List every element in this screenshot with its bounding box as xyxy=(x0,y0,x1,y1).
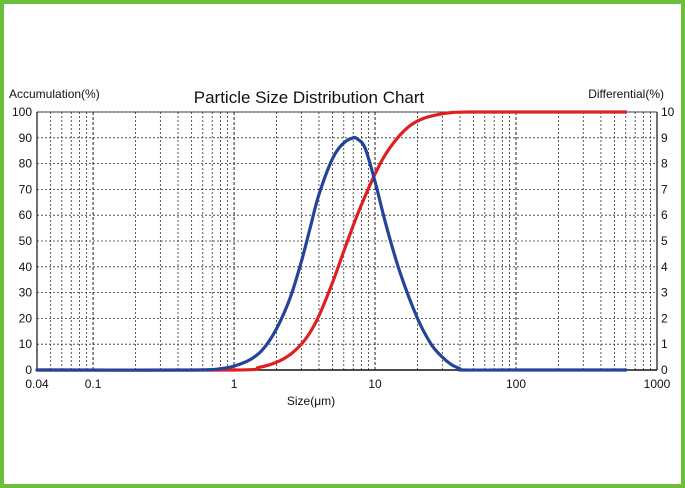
x-tick-labels: 0.04 0.1 1 10 100 1000 xyxy=(25,377,670,391)
y-right-axis-title: Differential(%) xyxy=(588,87,664,101)
series-lines xyxy=(35,110,628,372)
y-right-tick-label: 4 xyxy=(661,260,668,274)
y-right-tick-label: 9 xyxy=(661,131,668,145)
y-left-tick-label: 20 xyxy=(19,311,33,325)
y-right-tick-label: 3 xyxy=(661,286,668,300)
y-right-tick-label: 5 xyxy=(661,234,668,248)
y-right-tick-label: 2 xyxy=(661,311,668,325)
y-right-tick-label: 7 xyxy=(661,182,668,196)
x-tick-label: 0.04 xyxy=(25,377,49,391)
x-tick-label: 100 xyxy=(506,377,526,391)
series-line-accumulation xyxy=(35,110,628,372)
chart-title: Particle Size Distribution Chart xyxy=(194,88,425,107)
x-tick-label: 1000 xyxy=(644,377,671,391)
y-right-tick-label: 6 xyxy=(661,208,668,222)
y-left-tick-label: 40 xyxy=(19,260,33,274)
y-left-tick-label: 30 xyxy=(19,286,33,300)
x-tick-label: 0.1 xyxy=(85,377,102,391)
y-left-tick-label: 80 xyxy=(19,157,33,171)
y-left-tick-label: 10 xyxy=(19,337,33,351)
x-axis-title: Size(μm) xyxy=(287,394,335,408)
y-left-tick-label: 100 xyxy=(12,105,32,119)
y-left-tick-labels: 0 10 20 30 40 50 60 70 80 90 100 xyxy=(12,105,32,377)
y-left-tick-label: 70 xyxy=(19,182,33,196)
x-tick-label: 1 xyxy=(231,377,238,391)
particle-size-chart: 0.04 0.1 1 10 100 1000 0102030405060708090100… xyxy=(9,87,675,408)
y-right-tick-label: 0 xyxy=(661,363,668,377)
y-left-tick-label: 90 xyxy=(19,131,33,145)
y-left-axis-title: Accumulation(%) xyxy=(9,87,100,101)
y-left-tick-label: 0 xyxy=(25,363,32,377)
y-right-tick-label: 10 xyxy=(661,105,675,119)
x-tick-label: 10 xyxy=(368,377,382,391)
y-left-tick-label: 60 xyxy=(19,208,33,222)
y-right-tick-labels: 0 1 2 3 4 5 6 7 8 9 10 xyxy=(661,105,675,377)
series-line-differential xyxy=(35,135,628,372)
y-right-tick-label: 8 xyxy=(661,157,668,171)
y-right-tick-label: 1 xyxy=(661,337,668,351)
y-left-tick-label: 50 xyxy=(19,234,33,248)
